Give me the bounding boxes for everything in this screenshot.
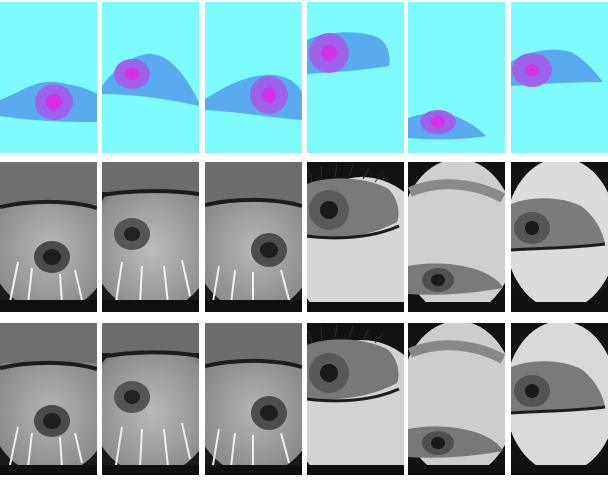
- photo-tile-3: [205, 162, 302, 312]
- mask-tile-4: [307, 2, 404, 153]
- mask-tile-5: [408, 2, 505, 153]
- recon-tile-4: [307, 323, 404, 475]
- recon-tile-5: [408, 323, 505, 475]
- recon-tile-2: [102, 323, 199, 475]
- recon-tile-6: [511, 323, 608, 475]
- recon-tile-1: [0, 323, 97, 475]
- mask-tile-1: [0, 2, 97, 153]
- mask-tile-3: [205, 2, 302, 153]
- photo-tile-4: [307, 162, 404, 312]
- mask-tile-2: [102, 2, 199, 153]
- mask-tile-6: [511, 2, 608, 153]
- photo-tile-1: [0, 162, 97, 312]
- photo-tile-5: [408, 162, 505, 312]
- photo-tile-6: [511, 162, 608, 312]
- photo-tile-2: [102, 162, 199, 312]
- recon-tile-3: [205, 323, 302, 475]
